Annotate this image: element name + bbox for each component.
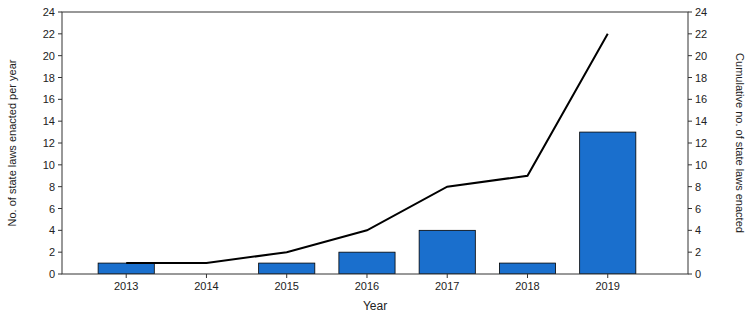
- y-tick: [58, 186, 62, 187]
- y2-tick-label: 14: [695, 115, 707, 127]
- y-tick: [58, 99, 62, 100]
- bar: [580, 132, 636, 274]
- x-tick: [206, 274, 207, 278]
- bar: [259, 263, 315, 274]
- y2-tick: [688, 208, 692, 209]
- y-tick-label: 6: [49, 203, 55, 215]
- chart: 2013201420152016201720182019024681012141…: [0, 0, 750, 318]
- x-tick: [527, 274, 528, 278]
- x-tick: [447, 274, 448, 278]
- y-tick-label: 22: [43, 28, 55, 40]
- line: [126, 34, 608, 263]
- y-tick-label: 24: [43, 6, 55, 18]
- y-tick-label: 2: [49, 246, 55, 258]
- y2-tick: [688, 186, 692, 187]
- y-tick-label: 18: [43, 72, 55, 84]
- y2-tick-label: 0: [695, 268, 701, 280]
- y-tick: [58, 121, 62, 122]
- y-tick-label: 14: [43, 115, 55, 127]
- y-tick-label: 8: [49, 181, 55, 193]
- bar: [98, 263, 154, 274]
- y2-tick: [688, 274, 692, 275]
- x-tick-label: 2017: [435, 280, 459, 292]
- x-axis-label: Year: [363, 299, 387, 313]
- y2-tick-label: 2: [695, 246, 701, 258]
- x-tick: [126, 274, 127, 278]
- y2-tick: [688, 55, 692, 56]
- y-tick-label: 0: [49, 268, 55, 280]
- y2-tick-label: 4: [695, 224, 701, 236]
- x-tick: [286, 274, 287, 278]
- y2-axis-label: Cumulative no. of state laws enacted: [734, 53, 746, 233]
- bar: [339, 252, 395, 274]
- y-axis-label: No. of state laws enacted per year: [6, 59, 18, 226]
- x-tick-label: 2014: [194, 280, 218, 292]
- x-tick-label: 2013: [114, 280, 138, 292]
- y2-tick: [688, 143, 692, 144]
- y2-tick-label: 6: [695, 203, 701, 215]
- x-tick: [366, 274, 367, 278]
- y2-tick: [688, 252, 692, 253]
- x-tick-label: 2015: [274, 280, 298, 292]
- y-tick: [58, 12, 62, 13]
- y-tick: [58, 55, 62, 56]
- x-tick-label: 2016: [355, 280, 379, 292]
- x-tick-label: 2019: [596, 280, 620, 292]
- bar: [419, 230, 475, 274]
- y-tick: [58, 252, 62, 253]
- y2-tick-label: 18: [695, 72, 707, 84]
- y-tick: [58, 164, 62, 165]
- y2-tick-label: 16: [695, 93, 707, 105]
- y-tick: [58, 143, 62, 144]
- x-tick: [607, 274, 608, 278]
- y-tick-label: 20: [43, 50, 55, 62]
- y2-tick: [688, 230, 692, 231]
- y2-tick-label: 12: [695, 137, 707, 149]
- y2-tick-label: 10: [695, 159, 707, 171]
- y2-tick: [688, 164, 692, 165]
- y2-tick-label: 22: [695, 28, 707, 40]
- y2-tick: [688, 33, 692, 34]
- y2-tick-label: 20: [695, 50, 707, 62]
- y2-tick: [688, 77, 692, 78]
- y-tick-label: 16: [43, 93, 55, 105]
- y-tick: [58, 274, 62, 275]
- y-tick: [58, 77, 62, 78]
- y2-tick: [688, 12, 692, 13]
- plot-frame: [62, 12, 688, 274]
- y-tick-label: 4: [49, 224, 55, 236]
- x-tick-label: 2018: [515, 280, 539, 292]
- y2-tick: [688, 99, 692, 100]
- y-tick: [58, 33, 62, 34]
- y-tick: [58, 208, 62, 209]
- y-tick-label: 12: [43, 137, 55, 149]
- y-tick-label: 10: [43, 159, 55, 171]
- y2-tick-label: 8: [695, 181, 701, 193]
- y2-tick-label: 24: [695, 6, 707, 18]
- bar: [499, 263, 555, 274]
- plot-area: [98, 34, 636, 274]
- y-tick: [58, 230, 62, 231]
- y2-tick: [688, 121, 692, 122]
